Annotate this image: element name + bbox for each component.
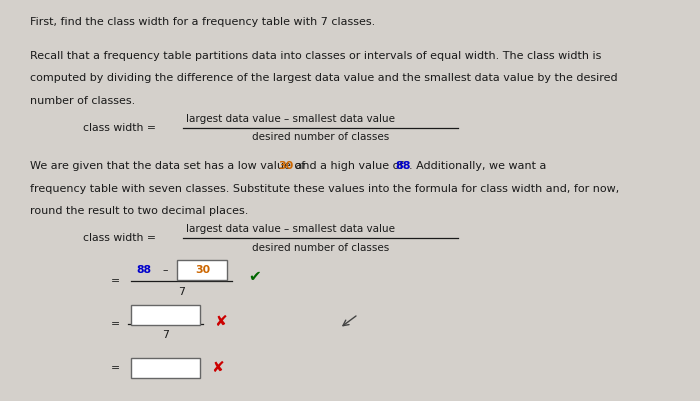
Text: =: = (111, 319, 120, 329)
Text: largest data value – smallest data value: largest data value – smallest data value (186, 114, 395, 124)
Text: class width =: class width = (83, 123, 156, 133)
Text: 88: 88 (395, 162, 411, 172)
Text: First, find the class width for a frequency table with 7 classes.: First, find the class width for a freque… (29, 16, 374, 26)
Text: –: – (163, 265, 169, 275)
Text: 7: 7 (178, 287, 185, 297)
Text: =: = (111, 363, 120, 373)
Text: 88: 88 (136, 265, 151, 275)
Text: ✔: ✔ (248, 269, 261, 284)
Text: largest data value – smallest data value: largest data value – smallest data value (186, 224, 395, 234)
Text: We are given that the data set has a low value of: We are given that the data set has a low… (29, 162, 308, 172)
FancyBboxPatch shape (131, 358, 200, 378)
Text: Recall that a frequency table partitions data into classes or intervals of equal: Recall that a frequency table partitions… (29, 51, 601, 61)
Text: and a high value of: and a high value of (293, 162, 407, 172)
Text: 30: 30 (279, 162, 294, 172)
Text: number of classes.: number of classes. (29, 96, 135, 106)
Text: round the result to two decimal places.: round the result to two decimal places. (29, 206, 248, 216)
FancyBboxPatch shape (177, 261, 228, 280)
Text: ✘: ✘ (211, 360, 224, 375)
Text: . Additionally, we want a: . Additionally, we want a (409, 162, 547, 172)
Text: desired number of classes: desired number of classes (252, 243, 389, 253)
FancyBboxPatch shape (131, 305, 200, 325)
Text: frequency table with seven classes. Substitute these values into the formula for: frequency table with seven classes. Subs… (29, 184, 619, 194)
Text: 7: 7 (162, 330, 169, 340)
Text: desired number of classes: desired number of classes (252, 132, 389, 142)
Text: =: = (111, 276, 120, 286)
Text: 30: 30 (195, 265, 210, 275)
Text: ✘: ✘ (214, 314, 227, 328)
Text: class width =: class width = (83, 233, 156, 243)
Text: computed by dividing the difference of the largest data value and the smallest d: computed by dividing the difference of t… (29, 73, 617, 83)
